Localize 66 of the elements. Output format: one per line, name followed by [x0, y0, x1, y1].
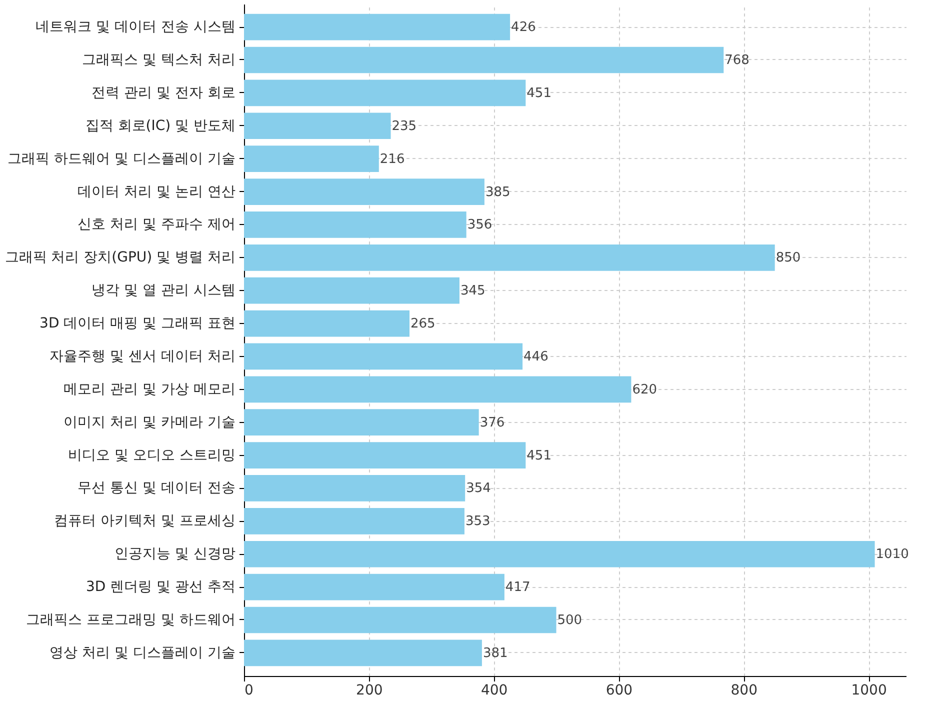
- bar: [244, 442, 526, 468]
- y-tick-label: 네트워크 및 데이터 전송 시스템: [36, 19, 236, 36]
- data-label: 620: [632, 382, 658, 398]
- y-tick-label: 컴퓨터 아키텍처 및 프로세싱: [54, 513, 236, 530]
- data-label: 500: [557, 613, 582, 628]
- bar: [244, 475, 466, 502]
- bar: [244, 178, 484, 205]
- x-tick-label: 800: [730, 682, 758, 698]
- data-label: 385: [485, 184, 510, 200]
- y-tick-label: 그래픽스 및 텍스처 처리: [82, 52, 236, 68]
- x-tick-label: 0: [244, 682, 254, 698]
- data-label: 235: [392, 118, 417, 134]
- bar: [244, 212, 466, 238]
- bar: [244, 343, 523, 370]
- data-label: 354: [466, 481, 491, 496]
- bar: [244, 640, 482, 666]
- bar: [244, 376, 632, 403]
- y-tick-label: 영상 처리 및 디스플레이 기술: [50, 644, 236, 661]
- data-label: 451: [526, 86, 552, 101]
- x-tick-label: 200: [356, 682, 383, 698]
- x-tick-label: 400: [480, 682, 508, 698]
- data-label: 451: [526, 448, 552, 464]
- bar: [244, 540, 875, 568]
- bar: [244, 112, 391, 140]
- bar: [244, 310, 410, 337]
- x-tick-label: 600: [606, 682, 633, 698]
- data-label: 216: [380, 152, 405, 167]
- data-label: 768: [724, 53, 750, 68]
- y-tick-label: 전력 관리 및 전자 회로: [92, 84, 236, 101]
- bar: [244, 80, 526, 106]
- data-label: 356: [467, 218, 492, 233]
- y-tick-label: 그래픽스 프로그래밍 및 하드웨어: [26, 612, 236, 628]
- bar: [244, 146, 379, 172]
- y-tick-label: 그래픽 하드웨어 및 디스플레이 기술: [8, 150, 236, 167]
- data-label: 376: [480, 415, 505, 430]
- bar: [244, 508, 464, 534]
- y-tick-label: 집적 회로(IC) 및 반도체: [85, 118, 236, 134]
- data-label: 417: [505, 580, 530, 596]
- data-label: 353: [465, 514, 490, 530]
- data-label: 345: [460, 284, 486, 299]
- data-label: 381: [482, 646, 508, 661]
- data-label: 1010: [876, 547, 909, 562]
- y-tick-label: 3D 데이터 매핑 및 그래픽 표현: [40, 316, 236, 332]
- data-label: 426: [511, 20, 536, 36]
- y-tick-label: 신호 처리 및 주파수 제어: [78, 216, 236, 233]
- bar: [244, 606, 556, 634]
- y-tick-label: 인공지능 및 신경망: [114, 546, 236, 562]
- bar: [244, 46, 724, 74]
- y-tick-label: 이미지 처리 및 카메라 기술: [64, 414, 236, 430]
- y-tick-label: 자율주행 및 센서 데이터 처리: [50, 348, 236, 364]
- bar: [244, 244, 775, 271]
- bar: [244, 409, 479, 436]
- y-tick-label: 무선 통신 및 데이터 전송: [78, 480, 236, 496]
- y-tick-label: 그래픽 처리 장치(GPU) 및 병렬 처리: [4, 250, 236, 266]
- y-tick-label: 데이터 처리 및 논리 연산: [78, 184, 236, 200]
- y-tick-label: 3D 렌더링 및 광선 추적: [86, 579, 236, 596]
- data-label: 446: [524, 349, 548, 364]
- x-tick-label: 1000: [851, 682, 887, 698]
- y-tick-label: 비디오 및 오디오 스트리밍: [68, 447, 236, 464]
- data-label: 850: [776, 250, 801, 266]
- y-tick-label: 냉각 및 열 관리 시스템: [92, 282, 236, 299]
- bar: [244, 277, 460, 304]
- y-tick-label: 메모리 관리 및 가상 메모리: [64, 381, 236, 398]
- bar: [244, 14, 510, 40]
- data-label: 265: [410, 316, 436, 332]
- bar: [244, 574, 504, 600]
